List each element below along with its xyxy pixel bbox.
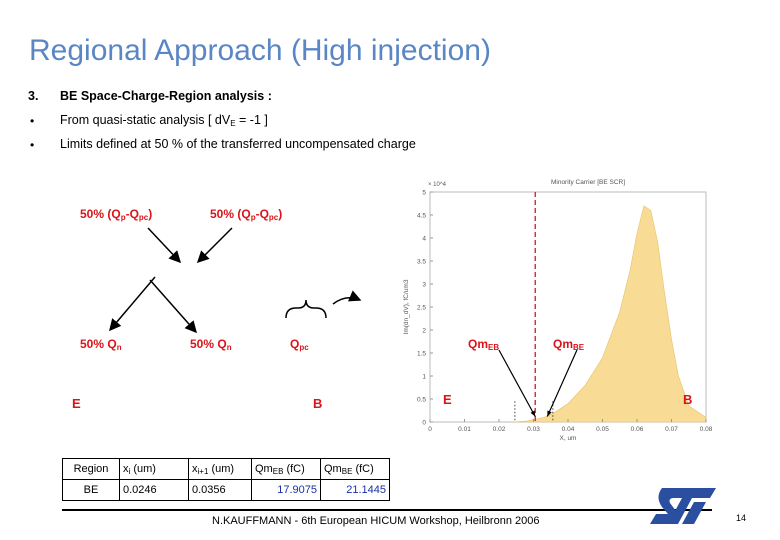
cell-region: BE: [62, 479, 120, 501]
diagram-arrows: [109, 227, 362, 334]
cell-xi1: 0.0356: [188, 479, 252, 501]
cell-xi: 0.0246: [119, 479, 189, 501]
th-qm-be: QmBE (fC): [320, 458, 390, 480]
arrow-top-left-down: [147, 227, 182, 264]
label-b-chart: B: [683, 392, 693, 407]
section-heading: BE Space-Charge-Region analysis :: [60, 89, 272, 103]
table-row: BE 0.0246 0.0356 17.9075 21.1445: [62, 479, 390, 501]
footer-divider: [62, 509, 712, 511]
x-axis-label: X, um: [560, 435, 577, 442]
label-qpc: Qpc: [290, 337, 309, 352]
y-tick-label-4: 2: [422, 328, 426, 335]
x-tick-label-7: 0.07: [665, 426, 678, 433]
brace-qpc-right: [332, 290, 362, 305]
table-header-row: Region xi (um) xi+1 (um) QmEB (fC) QmBE …: [62, 458, 390, 480]
results-table: Region xi (um) xi+1 (um) QmEB (fC) QmBE …: [62, 458, 390, 501]
brace-qpc: [285, 299, 327, 319]
x-tick-label-0: 0: [428, 426, 432, 433]
label-half-qn-left: 50% Qn: [80, 337, 122, 352]
bullet-text-2: Limits defined at 50 % of the transferre…: [60, 137, 416, 151]
arrow-to-half-qn-center: [149, 279, 197, 334]
x-tick-label-2: 0.02: [493, 426, 506, 433]
th-xi1: xi+1 (um): [188, 458, 252, 480]
th-region: Region: [62, 458, 120, 480]
arrow-qm-eb: [498, 349, 536, 417]
cell-qm-be: 21.1445: [320, 479, 390, 501]
section-number: 3.: [28, 89, 39, 103]
x-tick-label-1: 0.01: [458, 426, 471, 433]
th-xi: xi (um): [119, 458, 189, 480]
bullet-text-1: From quasi-static analysis [ dVE = -1 ]: [60, 113, 268, 128]
page-title: Regional Approach (High injection): [29, 34, 491, 67]
arrow-qm-be: [546, 349, 578, 417]
y-tick-label-2: 1: [422, 374, 426, 381]
label-qm-be: QmBE: [553, 337, 585, 352]
y-tick-label-5: 2.5: [417, 305, 426, 312]
st-logo: [650, 488, 716, 524]
label-half-qp-minus-qpc-right: 50% (Qp-Qpc): [210, 207, 283, 222]
y-tick-label-10: 5: [422, 190, 426, 197]
x-tick-label-8: 0.08: [700, 426, 713, 433]
minority-carrier-chart: 0 0.5 1 1.5 2 2.5 3 3.5 4 4.5 5 0 0.01 0.02 0.03 0.04 0.…: [403, 179, 713, 442]
y-tick-label-7: 3.5: [417, 259, 426, 266]
th-qm-eb: QmEB (fC): [251, 458, 321, 480]
y-tick-label-6: 3: [422, 282, 426, 289]
cell-qm-eb: 17.9075: [251, 479, 321, 501]
y-tick-label-9: 4.5: [417, 213, 426, 220]
x-tick-label-3: 0.03: [527, 426, 540, 433]
label-b-left: B: [313, 396, 323, 411]
arrow-to-half-qn-left: [109, 276, 156, 332]
y-tick-label-1: 0.5: [417, 397, 426, 404]
label-e-chart: E: [443, 392, 452, 407]
y-tick-label-3: 1.5: [417, 351, 426, 358]
x-tick-label-5: 0.05: [596, 426, 609, 433]
y-tick-label-8: 4: [422, 236, 426, 243]
label-half-qn-center: 50% Qn: [190, 337, 232, 352]
y-multiplier: × 10^4: [428, 182, 447, 188]
arrow-qm-eb-head: [530, 410, 536, 417]
arrow-qm-be-head: [547, 410, 552, 417]
bullet-mark-1: •: [30, 114, 35, 128]
label-half-qp-minus-qpc-left: 50% (Qp-Qpc): [80, 207, 153, 222]
y-axis-label: Im(dn_dV), fC/um3: [403, 279, 410, 334]
x-tick-label-4: 0.04: [562, 426, 575, 433]
bullet-mark-2: •: [30, 138, 35, 152]
x-tick-label-6: 0.06: [631, 426, 644, 433]
chart-title: Minority Carrier [BE SCR]: [551, 179, 625, 186]
footer-text: N.KAUFFMANN - 6th European HICUM Worksho…: [212, 515, 540, 527]
label-e-left: E: [72, 396, 81, 411]
page-number: 14: [736, 513, 747, 523]
arrow-top-right-down: [196, 227, 233, 264]
y-tick-label-0: 0: [422, 420, 426, 427]
label-qm-eb: QmEB: [468, 337, 500, 352]
